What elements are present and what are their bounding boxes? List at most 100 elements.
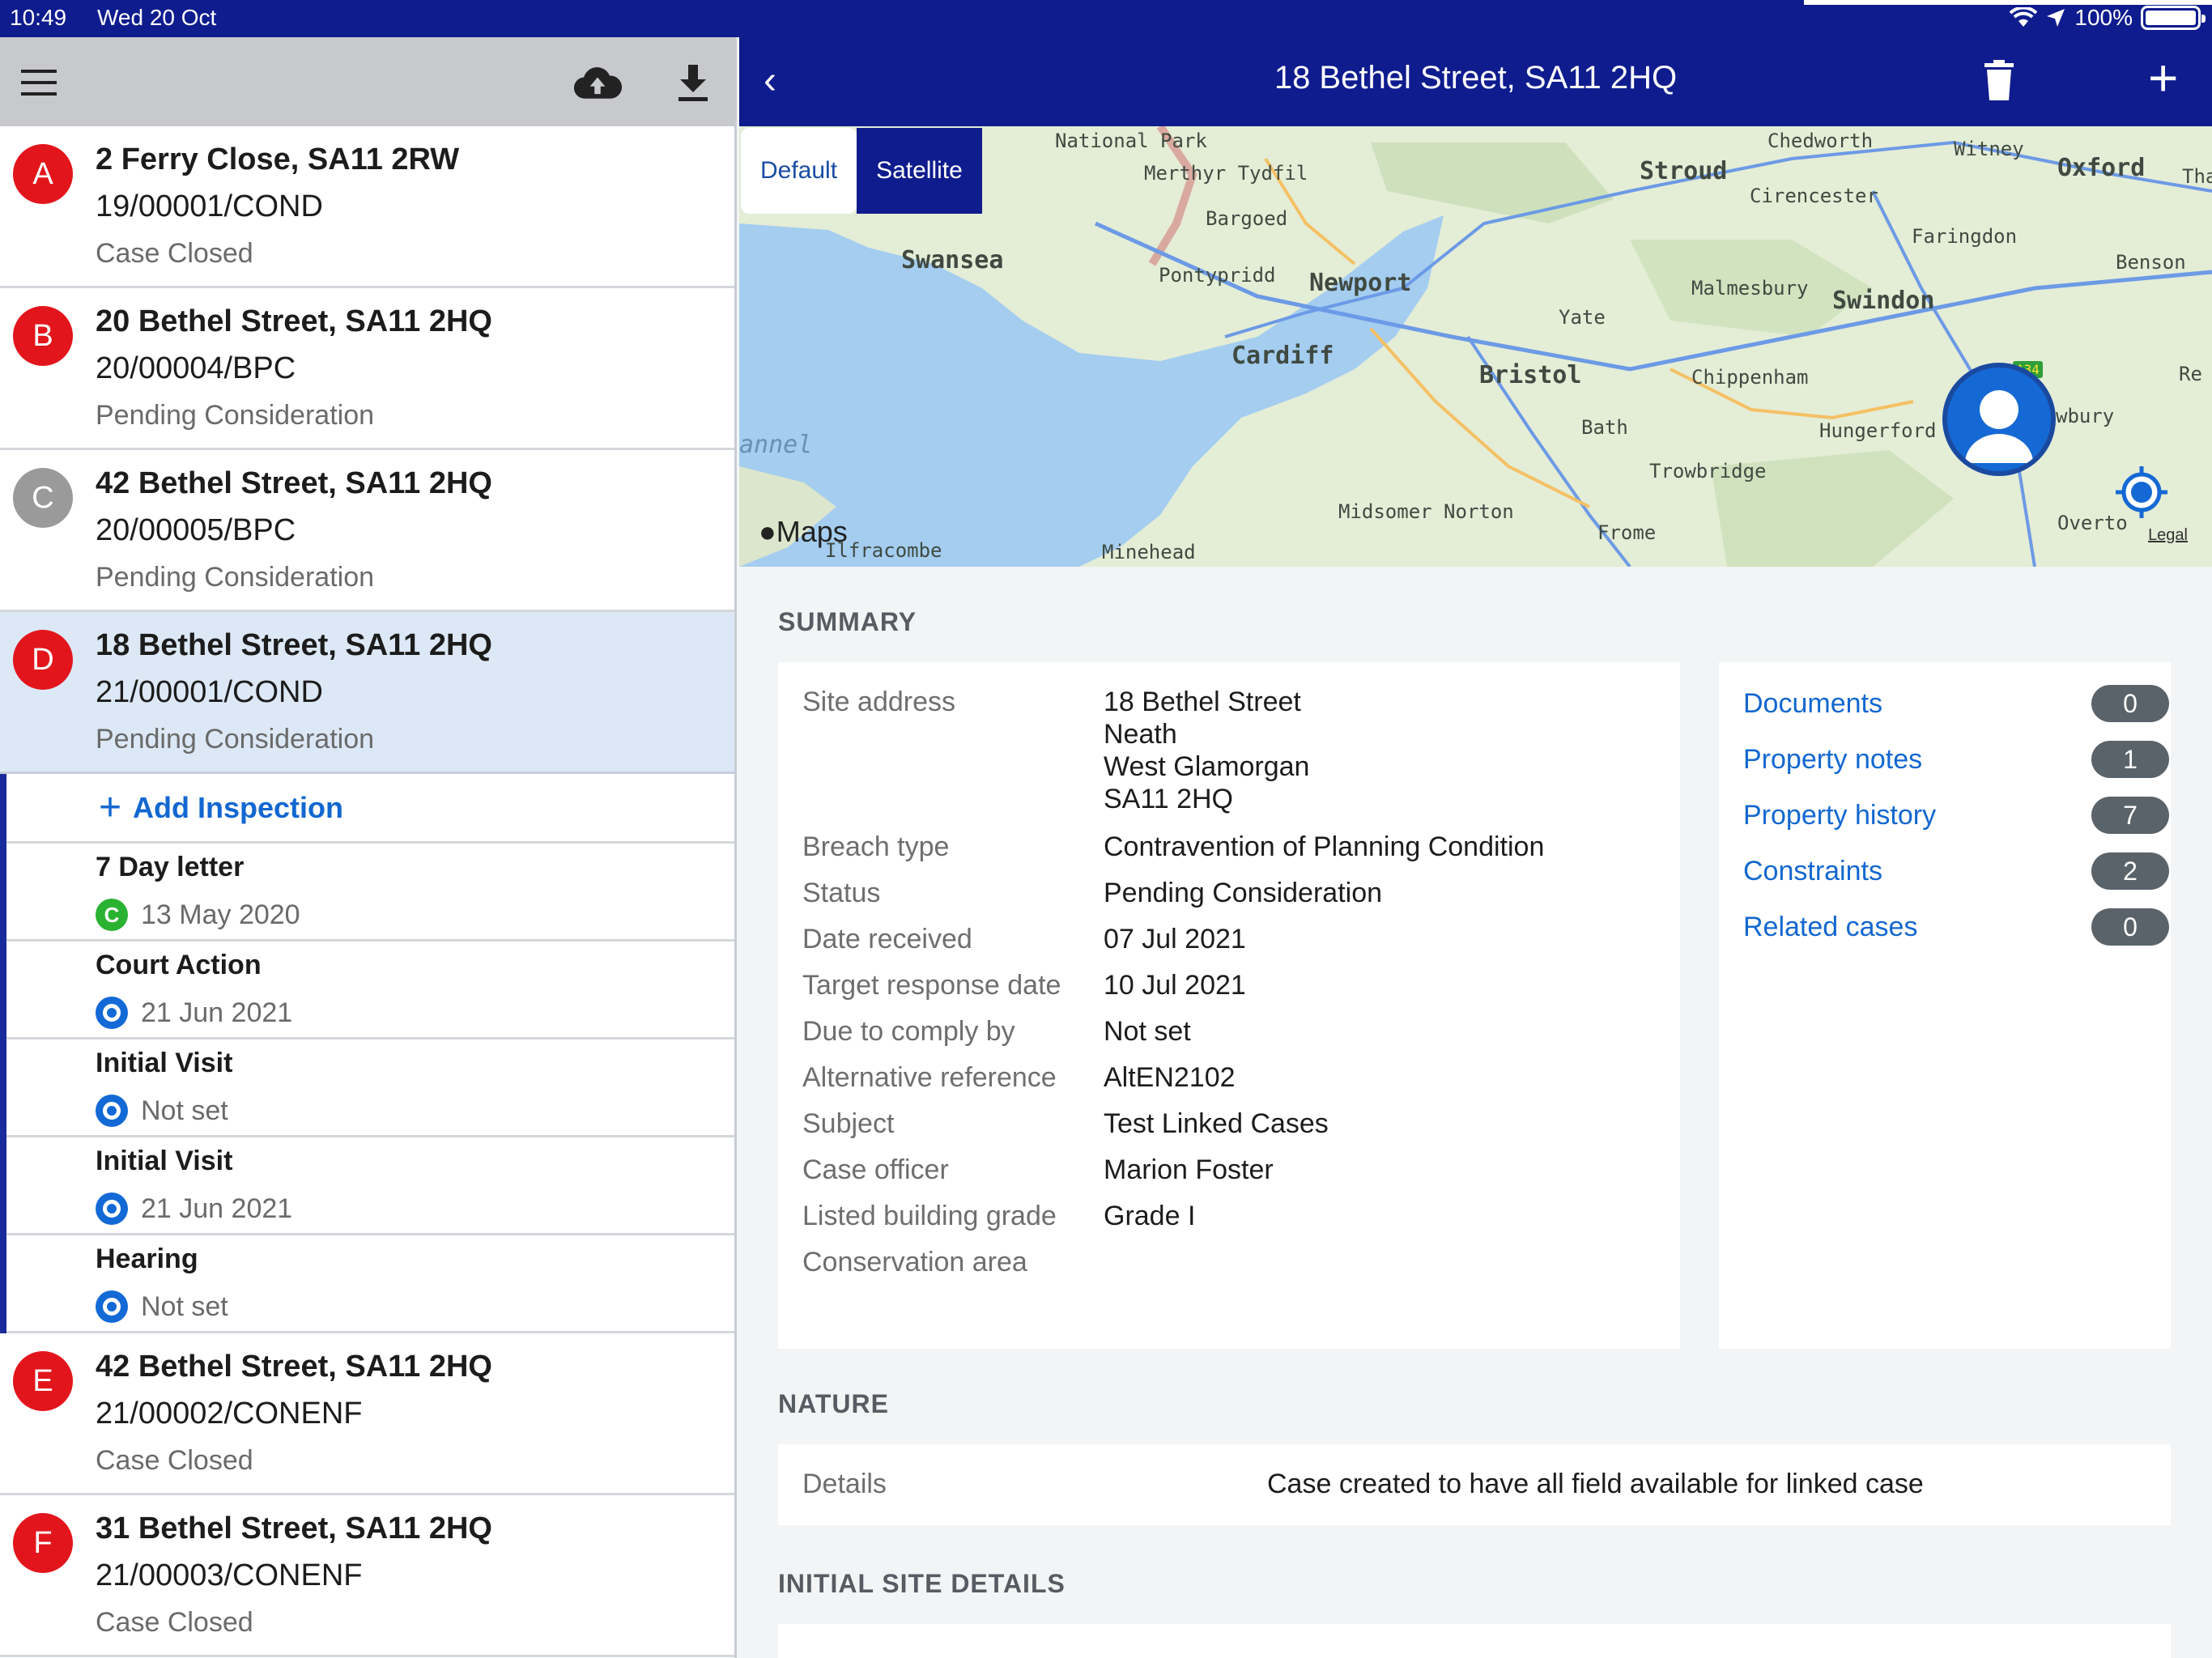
inspection-item[interactable]: Hearing Not set [6,1235,734,1333]
case-list-panel: A 2 Ferry Close, SA11 2RW 19/00001/COND … [0,37,737,1658]
case-row-d-selected[interactable]: D 18 Bethel Street, SA11 2HQ 21/00001/CO… [0,612,734,774]
map-label: Bristol [1479,361,1582,389]
field-value: 10 Jul 2021 [1104,970,1246,1001]
case-row-c[interactable]: C 42 Bethel Street, SA11 2HQ 20/00005/BP… [0,450,734,612]
field-value: Contravention of Planning Condition [1104,831,1545,862]
cloud-upload-icon[interactable] [573,60,622,105]
link-label[interactable]: Constraints [1743,856,1882,886]
map-label: Hungerford [1819,419,1937,442]
field-label: Status [802,878,881,908]
menu-icon[interactable] [15,60,63,105]
count-badge: 7 [2091,797,2169,834]
inspection-item[interactable]: Initial Visit Not set [6,1039,734,1137]
map-label: Cirencester [1750,185,1878,207]
inspection-item[interactable]: Court Action 21 Jun 2021 [6,942,734,1039]
case-ref: 21/00001/COND [96,675,323,709]
user-location-avatar[interactable] [1942,363,2056,476]
field-label: Due to comply by [802,1016,1015,1047]
locate-me-icon[interactable] [2116,466,2167,518]
field-value: Marion Foster [1104,1154,1274,1185]
page-title: 18 Bethel Street, SA11 2HQ [1274,60,1678,96]
inspection-title: Hearing [96,1244,198,1274]
add-inspection-button[interactable]: + Add Inspection [6,774,734,844]
tab-default-map[interactable]: Default [741,128,857,214]
case-status: Case Closed [96,1445,253,1476]
tab-satellite-map[interactable]: Satellite [857,128,982,214]
map-label: Yate [1559,306,1606,329]
inspection-date: Not set [141,1095,228,1126]
battery-icon [2141,6,2206,30]
field-value: Not set [1104,1016,1191,1047]
count-badge: 1 [2091,741,2169,778]
case-row-a[interactable]: A 2 Ferry Close, SA11 2RW 19/00001/COND … [0,126,734,288]
case-badge: D [13,630,73,690]
map-label: Overto [2057,512,2128,534]
field-label: Target response date [802,970,1061,1001]
case-badge: E [13,1351,73,1411]
case-title: 20 Bethel Street, SA11 2HQ [96,304,492,338]
open-status-icon [96,1192,128,1225]
map-label: Re [2179,363,2202,385]
count-badge: 0 [2091,685,2169,722]
case-row-e[interactable]: E 42 Bethel Street, SA11 2HQ 21/00002/CO… [0,1333,734,1495]
case-ref: 20/00005/BPC [96,513,296,547]
case-badge: F [13,1513,73,1573]
map-canvas [739,126,2212,567]
map-label: Chedworth [1767,130,1874,152]
case-row-b[interactable]: B 20 Bethel Street, SA11 2HQ 20/00004/BP… [0,288,734,450]
case-badge: C [13,468,73,528]
inspection-date: Not set [141,1290,228,1322]
map-label: Trowbridge [1649,460,1767,483]
field-label: Subject [802,1108,895,1139]
map-legal-link[interactable]: Legal [2148,526,2188,544]
link-documents[interactable]: Documents 0 [1743,685,2169,725]
link-label[interactable]: Property history [1743,800,1937,831]
map-label: Witney [1954,138,2024,160]
link-constraints[interactable]: Constraints 2 [1743,852,2169,893]
left-toolbar [0,37,734,126]
summary-links-card: Documents 0 Property notes 1 Property hi… [1719,662,2171,1349]
link-property-history[interactable]: Property history 7 [1743,797,2169,837]
inspection-item[interactable]: Initial Visit 21 Jun 2021 [6,1137,734,1235]
add-plus-icon[interactable]: + [2148,49,2179,107]
inspection-title: Initial Visit [96,1146,233,1176]
inspection-item[interactable]: 7 Day letter C 13 May 2020 [6,844,734,942]
case-details: SUMMARY Site address 18 Bethel Street Ne… [739,567,2212,1658]
map-view[interactable]: Default Satellite National Park Chedwort… [739,126,2212,567]
download-icon[interactable] [669,60,717,105]
field-label: Breach type [802,831,950,862]
case-row-f[interactable]: F 31 Bethel Street, SA11 2HQ 21/00003/CO… [0,1495,734,1657]
link-related-cases[interactable]: Related cases 0 [1743,908,2169,949]
case-title: 31 Bethel Street, SA11 2HQ [96,1511,492,1545]
nature-heading: NATURE [778,1389,889,1418]
nature-card: Details Case created to have all field a… [778,1444,2171,1525]
open-status-icon [96,997,128,1029]
map-label: Merthyr Tydfil [1144,162,1308,185]
field-value: Test Linked Cases [1104,1108,1329,1139]
map-label: Oxford [2057,154,2146,182]
trash-icon[interactable] [1983,60,2023,105]
link-label[interactable]: Related cases [1743,912,1918,942]
back-chevron-icon[interactable]: ‹ [764,59,776,102]
initial-site-card [778,1624,2171,1658]
case-ref: 21/00002/CONENF [96,1397,363,1431]
status-strip [1804,0,2212,5]
field-value: SA11 2HQ [1104,784,1234,814]
link-property-notes[interactable]: Property notes 1 [1743,741,2169,781]
add-inspection-label: Add Inspection [133,790,344,824]
apple-logo-icon: ● [759,515,776,548]
map-label: Benson [2116,251,2186,274]
status-bar: 10:49 Wed 20 Oct 100% [0,0,2212,37]
field-value: West Glamorgan [1104,751,1310,782]
field-value: Pending Consideration [1104,878,1383,908]
link-label[interactable]: Property notes [1743,744,1923,775]
inspection-title: 7 Day letter [96,852,245,882]
case-title: 2 Ferry Close, SA11 2RW [96,142,460,176]
map-label: Bath [1581,416,1628,439]
case-status: Pending Consideration [96,400,375,431]
field-value: 18 Bethel Street [1104,687,1301,717]
completed-icon: C [96,899,128,931]
field-label: Date received [802,924,972,954]
case-ref: 21/00003/CONENF [96,1558,363,1592]
link-label[interactable]: Documents [1743,688,1882,719]
